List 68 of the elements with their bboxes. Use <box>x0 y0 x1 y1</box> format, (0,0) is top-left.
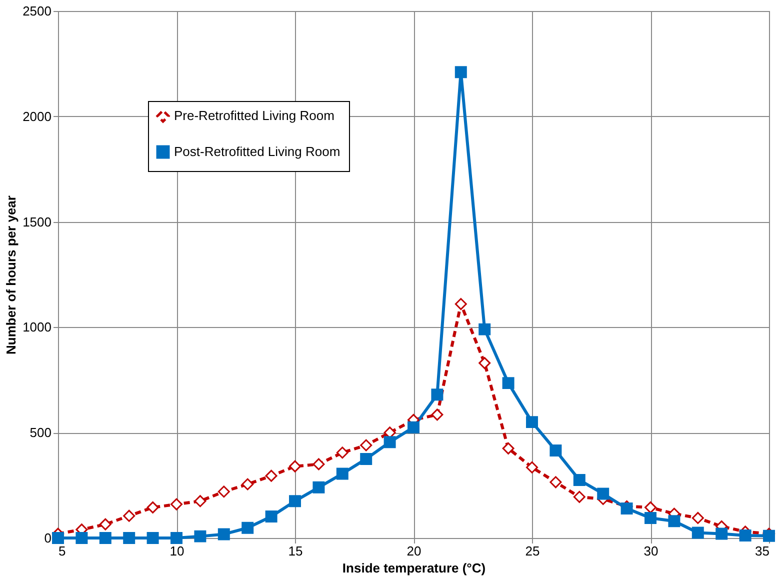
x-tick-label: 20 <box>406 544 422 558</box>
point <box>123 532 136 544</box>
point <box>242 478 254 490</box>
point <box>408 421 420 434</box>
point <box>99 518 112 530</box>
point <box>336 446 348 459</box>
x-tick-label: 10 <box>170 544 184 558</box>
point <box>478 323 491 336</box>
point <box>384 436 396 448</box>
point <box>550 444 562 457</box>
point <box>526 461 538 474</box>
point <box>289 460 301 472</box>
y-tick-label: 1500 <box>22 214 52 230</box>
point <box>692 512 704 524</box>
point <box>123 510 136 522</box>
point <box>312 458 325 470</box>
legend-label: Post-Retrofitted Living Room <box>174 144 340 159</box>
point <box>454 66 467 78</box>
point <box>170 532 182 544</box>
x-tick-label: 30 <box>644 544 658 558</box>
point <box>99 532 112 544</box>
y-tick-label: 500 <box>30 425 52 440</box>
x-tick-label: 5 <box>58 544 66 558</box>
point <box>644 512 656 524</box>
point <box>431 408 444 421</box>
point <box>692 526 704 539</box>
point <box>597 488 610 500</box>
point <box>218 528 230 540</box>
point <box>194 530 206 542</box>
point <box>431 388 444 401</box>
point <box>146 501 159 514</box>
point <box>265 510 278 522</box>
point <box>312 481 325 494</box>
point <box>526 416 538 428</box>
y-axis-title: Number of hours per year <box>4 196 19 354</box>
point <box>218 486 230 498</box>
x-tick-label: 25 <box>525 544 540 558</box>
point <box>716 528 728 540</box>
x-tick-label: 15 <box>288 544 303 558</box>
point <box>502 442 514 454</box>
point <box>668 515 680 528</box>
point <box>739 529 752 542</box>
point <box>52 532 64 544</box>
y-tick-label: 0 <box>44 530 52 546</box>
point <box>550 476 562 488</box>
point <box>242 522 254 534</box>
x-tick-label: 35 <box>755 544 770 558</box>
point <box>360 439 372 452</box>
point <box>763 530 775 542</box>
point <box>194 495 206 508</box>
point <box>146 532 159 544</box>
y-tick-label: 2500 <box>22 4 52 18</box>
point <box>502 377 514 390</box>
point <box>644 501 656 514</box>
y-tick-label: 2000 <box>22 108 52 124</box>
point <box>170 498 182 510</box>
point <box>478 357 491 370</box>
point <box>454 298 467 310</box>
point <box>360 452 372 465</box>
point <box>573 474 586 486</box>
point <box>336 468 348 480</box>
y-tick-label: 1000 <box>22 320 52 335</box>
point <box>289 495 301 508</box>
point <box>573 490 586 503</box>
point <box>265 470 278 482</box>
x-axis-title: Inside temperature (°C) <box>342 560 486 576</box>
point <box>76 532 88 544</box>
legend-label: Pre-Retrofitted Living Room <box>174 108 334 123</box>
